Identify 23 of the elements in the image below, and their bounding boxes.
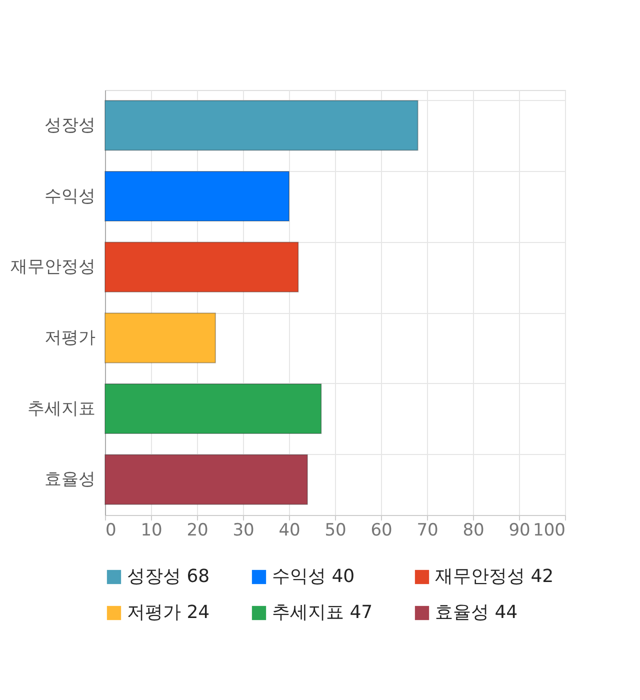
y-tick-label: 추세지표: [28, 398, 96, 419]
x-tick-label: 30: [232, 520, 254, 540]
legend-label: 효율성 44: [435, 602, 518, 623]
legend-label: 저평가 24: [127, 602, 210, 623]
x-tick-label: 70: [416, 520, 438, 540]
y-tick-label: 수익성: [44, 186, 96, 206]
x-tick-label: 100: [533, 520, 566, 540]
x-tick-label: 40: [278, 520, 300, 540]
y-tick-label: 저평가: [44, 328, 96, 348]
x-tick-label: 90: [508, 520, 530, 540]
legend-label: 성장성 68: [127, 566, 210, 587]
legend-label: 추세지표 47: [272, 602, 373, 623]
x-tick-label: 60: [370, 520, 392, 540]
x-tick-label: 80: [462, 520, 484, 540]
legend-label: 재무안정성 42: [435, 566, 554, 587]
legend-label: 수익성 40: [272, 566, 355, 587]
x-tick-label: 50: [324, 520, 346, 540]
y-tick-label: 재무안정성: [10, 257, 96, 278]
x-tick-label: 10: [140, 520, 162, 540]
y-tick-label: 효율성: [44, 470, 96, 490]
x-tick-label: 0: [106, 520, 116, 540]
x-tick-label: 20: [186, 520, 208, 540]
y-tick-label: 성장성: [44, 115, 96, 136]
